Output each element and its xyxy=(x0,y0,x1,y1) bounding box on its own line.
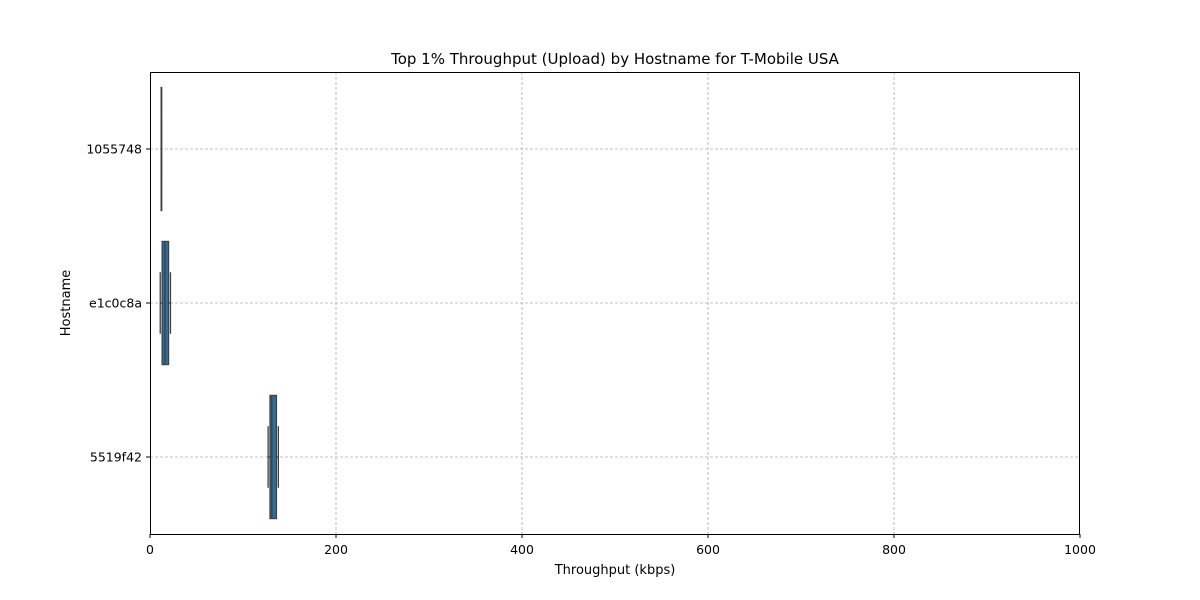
y-tick-label: 5519f42 xyxy=(90,450,142,465)
x-tick-label: 600 xyxy=(696,542,720,557)
box-group-e1c0c8a xyxy=(159,240,172,366)
x-tick-label: 0 xyxy=(146,542,154,557)
box-group-5519f42 xyxy=(267,394,279,520)
chart-title: Top 1% Throughput (Upload) by Hostname f… xyxy=(390,50,840,68)
x-tick-label: 800 xyxy=(882,542,906,557)
grid-lines xyxy=(150,72,1080,534)
y-axis-ticks: 1055748 e1c0c8a 5519f42 xyxy=(86,142,150,465)
plot-frame xyxy=(150,72,1080,535)
y-tick-label: e1c0c8a xyxy=(89,296,142,311)
x-axis-label: Throughput (kbps) xyxy=(554,563,676,578)
x-tick-label: 400 xyxy=(510,542,534,557)
x-tick-label: 1000 xyxy=(1064,542,1096,557)
y-tick-label: 1055748 xyxy=(86,142,142,157)
x-tick-label: 200 xyxy=(324,542,348,557)
box-group-1055748 xyxy=(160,86,163,212)
y-axis-label: Hostname xyxy=(59,270,74,336)
x-axis-ticks: 0 200 400 600 800 1000 xyxy=(146,534,1096,557)
box-iqr xyxy=(269,394,278,520)
box-series xyxy=(159,86,279,520)
